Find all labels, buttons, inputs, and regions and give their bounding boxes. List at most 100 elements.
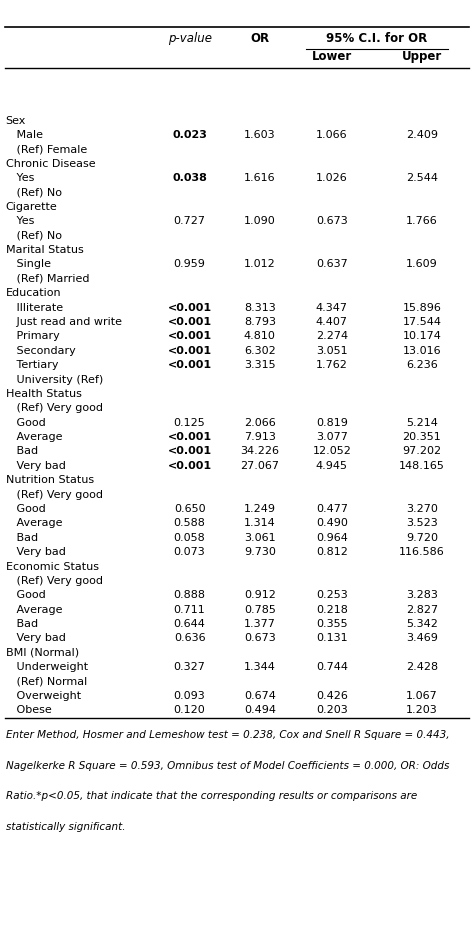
Text: 1.012: 1.012: [244, 260, 275, 269]
Text: <0.001: <0.001: [167, 317, 212, 326]
Text: 8.313: 8.313: [244, 302, 275, 312]
Text: 0.058: 0.058: [174, 532, 205, 542]
Text: University (Ref): University (Ref): [6, 375, 103, 384]
Text: 1.609: 1.609: [406, 260, 438, 269]
Text: 0.426: 0.426: [316, 691, 348, 700]
Text: (Ref) Married: (Ref) Married: [6, 273, 89, 284]
Text: 0.959: 0.959: [173, 260, 206, 269]
Text: 1.203: 1.203: [406, 705, 438, 715]
Text: Average: Average: [6, 518, 62, 527]
Text: Male: Male: [6, 130, 43, 140]
Text: <0.001: <0.001: [167, 331, 212, 341]
Text: 17.544: 17.544: [402, 317, 441, 326]
Text: Good: Good: [6, 590, 46, 600]
Text: 0.218: 0.218: [316, 604, 348, 614]
Text: 0.494: 0.494: [244, 705, 276, 715]
Text: 1.344: 1.344: [244, 662, 276, 671]
Text: 1.067: 1.067: [406, 691, 438, 700]
Text: 34.226: 34.226: [240, 446, 279, 456]
Text: 1.377: 1.377: [244, 618, 276, 629]
Text: Chronic Disease: Chronic Disease: [6, 159, 95, 169]
Text: 0.888: 0.888: [173, 590, 206, 600]
Text: <0.001: <0.001: [167, 302, 212, 312]
Text: 3.077: 3.077: [316, 432, 348, 441]
Text: 0.812: 0.812: [316, 547, 348, 556]
Text: Sex: Sex: [6, 116, 26, 125]
Text: 27.067: 27.067: [240, 461, 279, 470]
Text: 4.810: 4.810: [244, 331, 276, 341]
Text: 3.270: 3.270: [406, 503, 438, 514]
Text: 2.827: 2.827: [406, 604, 438, 614]
Text: BMI (Normal): BMI (Normal): [6, 647, 79, 657]
Text: 0.253: 0.253: [316, 590, 347, 600]
Text: 0.637: 0.637: [316, 260, 347, 269]
Text: Nutrition Status: Nutrition Status: [6, 475, 94, 485]
Text: OR: OR: [250, 32, 269, 44]
Text: 2.274: 2.274: [316, 331, 348, 341]
Text: Good: Good: [6, 503, 46, 514]
Text: Enter Method, Hosmer and Lemeshow test = 0.238, Cox and Snell R Square = 0.443,: Enter Method, Hosmer and Lemeshow test =…: [6, 730, 449, 740]
Text: <0.001: <0.001: [167, 360, 212, 370]
Text: Average: Average: [6, 432, 62, 441]
Text: Illiterate: Illiterate: [6, 302, 63, 312]
Text: 6.236: 6.236: [406, 360, 438, 370]
Text: 0.650: 0.650: [174, 503, 205, 514]
Text: Bad: Bad: [6, 446, 38, 456]
Text: 4.347: 4.347: [316, 302, 348, 312]
Text: (Ref) Normal: (Ref) Normal: [6, 676, 87, 686]
Text: Just read and write: Just read and write: [6, 317, 122, 326]
Text: 3.283: 3.283: [406, 590, 438, 600]
Text: 2.428: 2.428: [406, 662, 438, 671]
Text: 95% C.I. for OR: 95% C.I. for OR: [326, 32, 428, 44]
Text: 2.066: 2.066: [244, 417, 275, 427]
Text: 1.314: 1.314: [244, 518, 275, 527]
Text: 0.125: 0.125: [174, 417, 205, 427]
Text: Bad: Bad: [6, 618, 38, 629]
Text: Average: Average: [6, 604, 62, 614]
Text: Primary: Primary: [6, 331, 59, 341]
Text: 9.720: 9.720: [406, 532, 438, 542]
Text: Economic Status: Economic Status: [6, 561, 99, 571]
Text: 3.051: 3.051: [316, 346, 347, 355]
Text: <0.001: <0.001: [167, 446, 212, 456]
Text: 0.964: 0.964: [316, 532, 348, 542]
Text: (Ref) Very good: (Ref) Very good: [6, 576, 103, 585]
Text: Upper: Upper: [402, 50, 442, 63]
Text: 0.038: 0.038: [172, 173, 207, 183]
Text: Tertiary: Tertiary: [6, 360, 58, 370]
Text: 13.016: 13.016: [402, 346, 441, 355]
Text: Obese: Obese: [6, 705, 52, 715]
Text: Yes: Yes: [6, 173, 34, 183]
Text: 0.093: 0.093: [174, 691, 205, 700]
Text: 3.061: 3.061: [244, 532, 275, 542]
Text: 2.544: 2.544: [406, 173, 438, 183]
Text: Cigarette: Cigarette: [6, 202, 57, 211]
Text: Education: Education: [6, 288, 61, 298]
Text: p-value: p-value: [168, 32, 211, 44]
Text: 97.202: 97.202: [402, 446, 441, 456]
Text: 148.165: 148.165: [399, 461, 445, 470]
Text: 12.052: 12.052: [312, 446, 351, 456]
Text: Yes: Yes: [6, 216, 34, 226]
Text: 5.214: 5.214: [406, 417, 438, 427]
Text: (Ref) No: (Ref) No: [6, 231, 62, 240]
Text: Bad: Bad: [6, 532, 38, 542]
Text: Marital Status: Marital Status: [6, 245, 83, 255]
Text: Single: Single: [6, 260, 51, 269]
Text: 0.120: 0.120: [174, 705, 205, 715]
Text: Health Status: Health Status: [6, 388, 82, 399]
Text: 0.819: 0.819: [316, 417, 348, 427]
Text: <0.001: <0.001: [167, 461, 212, 470]
Text: 0.636: 0.636: [174, 633, 205, 642]
Text: 0.023: 0.023: [172, 130, 207, 140]
Text: 3.469: 3.469: [406, 633, 438, 642]
Text: 0.744: 0.744: [316, 662, 348, 671]
Text: 1.616: 1.616: [244, 173, 275, 183]
Text: 0.355: 0.355: [316, 618, 347, 629]
Text: 1.766: 1.766: [406, 216, 438, 226]
Text: (Ref) Female: (Ref) Female: [6, 145, 87, 154]
Text: 0.727: 0.727: [173, 216, 206, 226]
Text: 2.409: 2.409: [406, 130, 438, 140]
Text: 116.586: 116.586: [399, 547, 445, 556]
Text: 0.490: 0.490: [316, 518, 348, 527]
